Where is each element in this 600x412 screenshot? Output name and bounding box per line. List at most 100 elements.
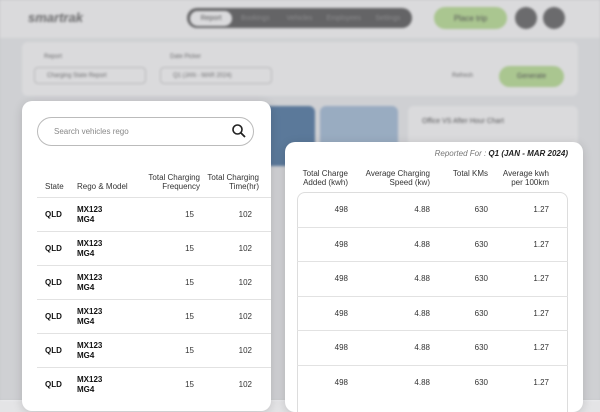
model-cell: MG4 — [77, 351, 95, 360]
generate-button[interactable]: Generate — [499, 66, 564, 87]
nav-tab[interactable]: Bookings — [240, 14, 270, 22]
refresh-button[interactable]: Refresh — [452, 73, 474, 79]
time-cell: 102 — [238, 210, 252, 219]
column-header: Total Charging Time(hr) — [207, 173, 259, 191]
charge-added-cell: 498 — [334, 239, 348, 249]
icon-button[interactable] — [543, 7, 565, 29]
frequency-cell: 15 — [185, 244, 194, 253]
vehicles-panel: Search vehicles rego State Rego & Model To… — [22, 101, 271, 411]
speed-cell: 4.88 — [414, 343, 430, 352]
row-divider — [37, 197, 271, 198]
reported-for: Reported For : Q1 (JAN - MAR 2024) — [435, 149, 568, 158]
state-cell: QLD — [45, 244, 62, 253]
chart-title: Office VS After Hour Chart — [422, 118, 504, 125]
row-divider — [297, 226, 568, 228]
column-header: State — [45, 182, 64, 191]
filter-card — [22, 42, 578, 96]
state-cell: QLD — [45, 312, 62, 321]
model-cell: MG4 — [77, 215, 95, 224]
tab-group: Report Bookings Vehicles Employees Settings — [187, 8, 412, 28]
per-100km-cell: 1.27 — [533, 274, 549, 283]
kms-cell: 630 — [474, 239, 488, 249]
charge-added-cell: 498 — [334, 274, 348, 283]
row-divider — [297, 295, 568, 297]
time-cell: 102 — [238, 346, 252, 355]
icon-button[interactable] — [515, 7, 537, 29]
logo: smartrak — [28, 10, 83, 25]
time-cell: 102 — [238, 278, 252, 287]
model-cell: MG4 — [77, 317, 95, 326]
row-divider — [297, 330, 568, 331]
per-100km-cell: 1.27 — [533, 343, 549, 352]
state-cell: QLD — [45, 278, 62, 287]
speed-cell: 4.88 — [414, 308, 430, 318]
speed-cell: 4.88 — [414, 239, 430, 249]
rego-cell: MX123 — [77, 375, 103, 384]
row-divider — [37, 231, 271, 232]
frequency-cell: 15 — [185, 312, 194, 321]
column-header: Average kwh per 100km — [502, 169, 549, 187]
column-header: Total KMs — [452, 169, 488, 178]
place-trip-button[interactable]: Place trip — [434, 7, 507, 29]
column-header: Total Charging Frequency — [148, 173, 200, 191]
kms-cell: 630 — [474, 274, 488, 283]
charge-added-cell: 498 — [334, 343, 348, 352]
row-divider — [297, 261, 568, 262]
report-panel: Reported For : Q1 (JAN - MAR 2024) Total… — [285, 142, 583, 412]
nav-tab[interactable]: Report — [190, 10, 233, 26]
kms-cell: 630 — [474, 205, 488, 214]
date-picker[interactable]: Q1 (JAN - MAR 2024) — [160, 67, 272, 84]
row-divider — [37, 299, 271, 300]
charge-added-cell: 498 — [334, 308, 348, 318]
frequency-cell: 15 — [185, 210, 194, 219]
speed-cell: 4.88 — [414, 377, 430, 387]
report-select[interactable]: Charging State Report — [34, 67, 146, 84]
column-header: Total Charge Added (kwh) — [302, 169, 348, 187]
search-input[interactable]: Search vehicles rego — [37, 117, 254, 146]
time-cell: 102 — [238, 312, 252, 321]
reported-for-value: Q1 (JAN - MAR 2024) — [488, 149, 568, 158]
charge-added-cell: 498 — [334, 377, 348, 387]
kms-cell: 630 — [474, 377, 488, 387]
search-icon[interactable] — [231, 123, 247, 139]
model-cell: MG4 — [77, 385, 95, 394]
report-label: Report — [44, 54, 63, 60]
speed-cell: 4.88 — [414, 274, 430, 283]
column-header: Average Charging Speed (kw) — [365, 169, 430, 187]
speed-cell: 4.88 — [414, 205, 430, 214]
row-divider — [37, 367, 271, 368]
state-cell: QLD — [45, 210, 62, 219]
rego-cell: MX123 — [77, 273, 103, 282]
per-100km-cell: 1.27 — [533, 239, 549, 249]
per-100km-cell: 1.27 — [533, 377, 549, 387]
row-divider — [37, 265, 271, 266]
charge-added-cell: 498 — [334, 205, 348, 214]
time-cell: 102 — [238, 380, 252, 389]
kms-cell: 630 — [474, 308, 488, 318]
row-divider — [37, 333, 271, 334]
column-header: Rego & Model — [77, 182, 128, 191]
rego-cell: MX123 — [77, 239, 103, 248]
table-frame — [297, 192, 568, 412]
nav-tab[interactable]: Vehicles — [286, 14, 313, 22]
frequency-cell: 15 — [185, 346, 194, 355]
state-cell: QLD — [45, 380, 62, 389]
rego-cell: MX123 — [77, 307, 103, 316]
model-cell: MG4 — [77, 249, 95, 258]
nav-tab[interactable]: Employees — [326, 14, 362, 22]
row-divider — [297, 364, 568, 366]
rego-cell: MX123 — [77, 205, 103, 214]
nav-tab[interactable]: Settings — [375, 14, 401, 22]
date-label: Date Picker — [170, 54, 202, 60]
per-100km-cell: 1.27 — [533, 205, 549, 214]
per-100km-cell: 1.27 — [533, 308, 549, 318]
state-cell: QLD — [45, 346, 62, 355]
reported-for-label: Reported For : — [434, 149, 487, 158]
model-cell: MG4 — [77, 283, 95, 292]
rego-cell: MX123 — [77, 341, 103, 350]
kms-cell: 630 — [474, 343, 488, 352]
time-cell: 102 — [238, 244, 252, 253]
frequency-cell: 15 — [185, 380, 194, 389]
frequency-cell: 15 — [185, 278, 194, 287]
